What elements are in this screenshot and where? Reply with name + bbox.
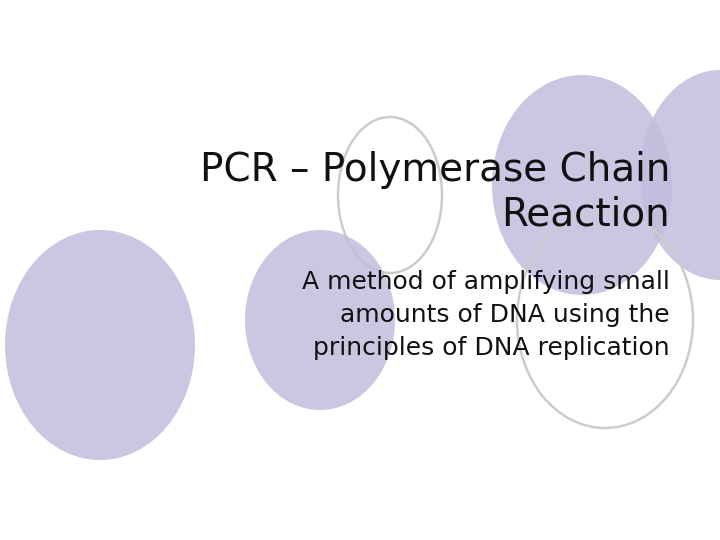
Ellipse shape xyxy=(5,230,195,460)
Ellipse shape xyxy=(640,70,720,280)
Text: A method of amplifying small
amounts of DNA using the
principles of DNA replicat: A method of amplifying small amounts of … xyxy=(302,269,670,361)
Text: PCR – Polymerase Chain: PCR – Polymerase Chain xyxy=(199,151,670,189)
Ellipse shape xyxy=(245,230,395,410)
Text: Reaction: Reaction xyxy=(501,196,670,234)
Ellipse shape xyxy=(492,75,672,295)
